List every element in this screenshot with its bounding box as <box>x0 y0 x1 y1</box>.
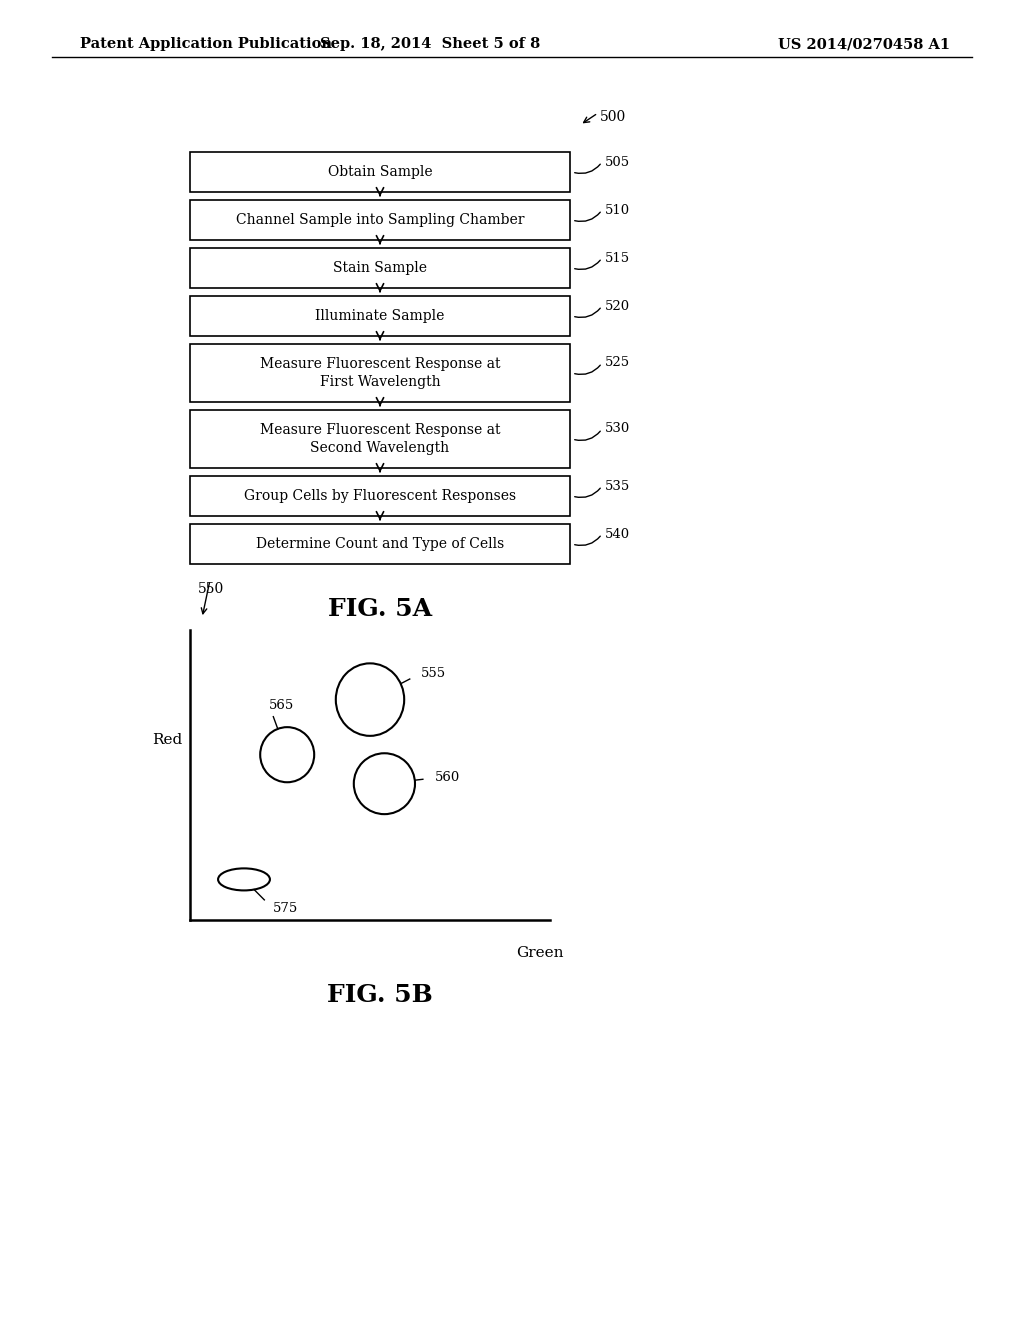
Text: Stain Sample: Stain Sample <box>333 261 427 275</box>
Text: 560: 560 <box>435 771 460 784</box>
Text: US 2014/0270458 A1: US 2014/0270458 A1 <box>778 37 950 51</box>
Bar <box>190 477 570 516</box>
Text: Measure Fluorescent Response at
Second Wavelength: Measure Fluorescent Response at Second W… <box>260 422 501 455</box>
Text: FIG. 5A: FIG. 5A <box>328 597 432 620</box>
Bar <box>190 152 570 191</box>
Bar <box>190 345 570 403</box>
Text: 565: 565 <box>269 698 295 711</box>
Ellipse shape <box>354 754 415 814</box>
Text: 515: 515 <box>605 252 630 264</box>
Text: 535: 535 <box>605 479 630 492</box>
Bar <box>190 524 570 564</box>
Text: 550: 550 <box>198 582 224 597</box>
Bar <box>190 296 570 337</box>
Ellipse shape <box>260 727 314 783</box>
Text: Channel Sample into Sampling Chamber: Channel Sample into Sampling Chamber <box>236 213 524 227</box>
Bar <box>190 411 570 469</box>
Text: Obtain Sample: Obtain Sample <box>328 165 432 180</box>
Text: Determine Count and Type of Cells: Determine Count and Type of Cells <box>256 537 504 550</box>
Text: Patent Application Publication: Patent Application Publication <box>80 37 332 51</box>
Text: Measure Fluorescent Response at
First Wavelength: Measure Fluorescent Response at First Wa… <box>260 356 501 389</box>
Ellipse shape <box>218 869 270 891</box>
Text: Group Cells by Fluorescent Responses: Group Cells by Fluorescent Responses <box>244 488 516 503</box>
Text: 575: 575 <box>272 902 298 915</box>
Text: 540: 540 <box>605 528 630 540</box>
Bar <box>190 201 570 240</box>
Text: 505: 505 <box>605 156 630 169</box>
Text: Illuminate Sample: Illuminate Sample <box>315 309 444 323</box>
Ellipse shape <box>336 664 404 735</box>
Text: Red: Red <box>152 733 182 747</box>
Text: 510: 510 <box>605 203 630 216</box>
Text: 555: 555 <box>421 667 445 680</box>
Text: Sep. 18, 2014  Sheet 5 of 8: Sep. 18, 2014 Sheet 5 of 8 <box>319 37 540 51</box>
Text: Green: Green <box>516 946 564 960</box>
Text: 525: 525 <box>605 356 630 370</box>
Text: 500: 500 <box>600 110 627 124</box>
Bar <box>190 248 570 288</box>
Text: FIG. 5B: FIG. 5B <box>327 983 433 1007</box>
Text: 520: 520 <box>605 300 630 313</box>
Text: 530: 530 <box>605 422 630 436</box>
